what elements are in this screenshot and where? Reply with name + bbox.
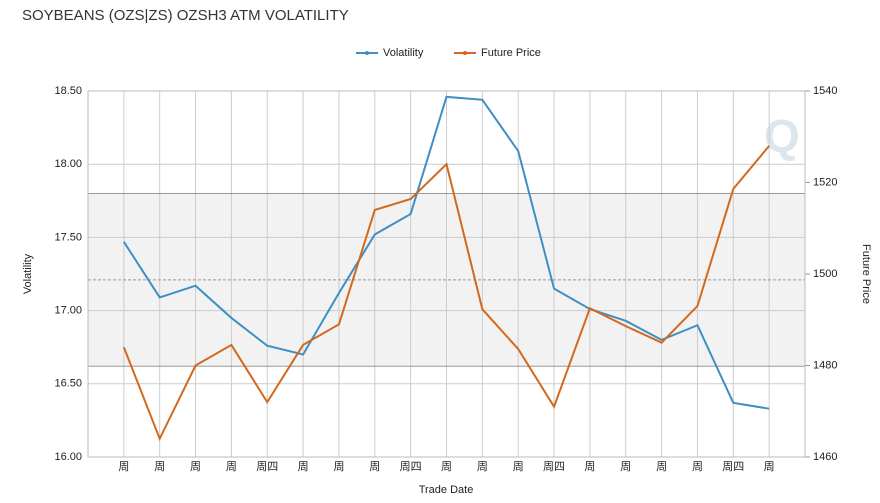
x-tick-label: 周	[584, 460, 595, 473]
legend-marker	[365, 51, 369, 55]
legend-marker	[463, 51, 467, 55]
legend-label: Volatility	[383, 47, 424, 59]
series-line	[123, 95, 770, 410]
y2-tick-label: 1520	[813, 176, 837, 188]
watermark: Q	[764, 110, 800, 162]
y2-tick-label: 1460	[813, 451, 837, 463]
x-axis-label: Trade Date	[419, 484, 474, 496]
y2-tick-label: 1500	[813, 268, 837, 280]
y-tick-label: 18.00	[54, 158, 82, 170]
legend-label: Future Price	[481, 47, 541, 59]
x-tick-label: 周	[656, 460, 667, 473]
x-tick-label: 周四	[543, 460, 565, 473]
x-tick-label: 周	[298, 460, 309, 473]
x-tick-label: 周	[692, 460, 703, 473]
x-tick-label: 周	[620, 460, 631, 473]
x-tick-label: 周四	[722, 460, 744, 473]
plot-frame	[87, 90, 806, 458]
y-tick-label: 18.50	[54, 85, 82, 97]
x-tick-label: 周	[513, 460, 524, 473]
x-tick-label: 周	[369, 460, 380, 473]
svg-text:Q: Q	[764, 110, 800, 162]
x-tick-label: 周	[764, 460, 775, 473]
x-tick-label: 周	[154, 460, 165, 473]
y-tick-label: 17.50	[54, 231, 82, 243]
y2-tick-label: 1540	[813, 85, 837, 97]
y-tick-label: 16.00	[54, 451, 82, 463]
x-tick-label: 周	[226, 460, 237, 473]
x-tick-label: 周	[190, 460, 201, 473]
series-line	[122, 145, 770, 442]
y-axis-label: Volatility	[22, 253, 34, 294]
x-tick-label: 周	[333, 460, 344, 473]
x-tick-label: 周	[441, 460, 452, 473]
y-tick-label: 16.50	[54, 378, 82, 390]
x-tick-label: 周	[477, 460, 488, 473]
x-tick-label: 周	[118, 460, 129, 473]
x-tick-label: 周四	[256, 460, 278, 473]
y2-axis-label: Future Price	[860, 244, 872, 304]
chart-title: SOYBEANS (OZS|ZS) OZSH3 ATM VOLATILITY	[22, 7, 349, 24]
y2-tick-label: 1480	[813, 359, 837, 371]
y-tick-label: 17.00	[54, 305, 82, 317]
x-tick-label: 周四	[400, 460, 422, 473]
